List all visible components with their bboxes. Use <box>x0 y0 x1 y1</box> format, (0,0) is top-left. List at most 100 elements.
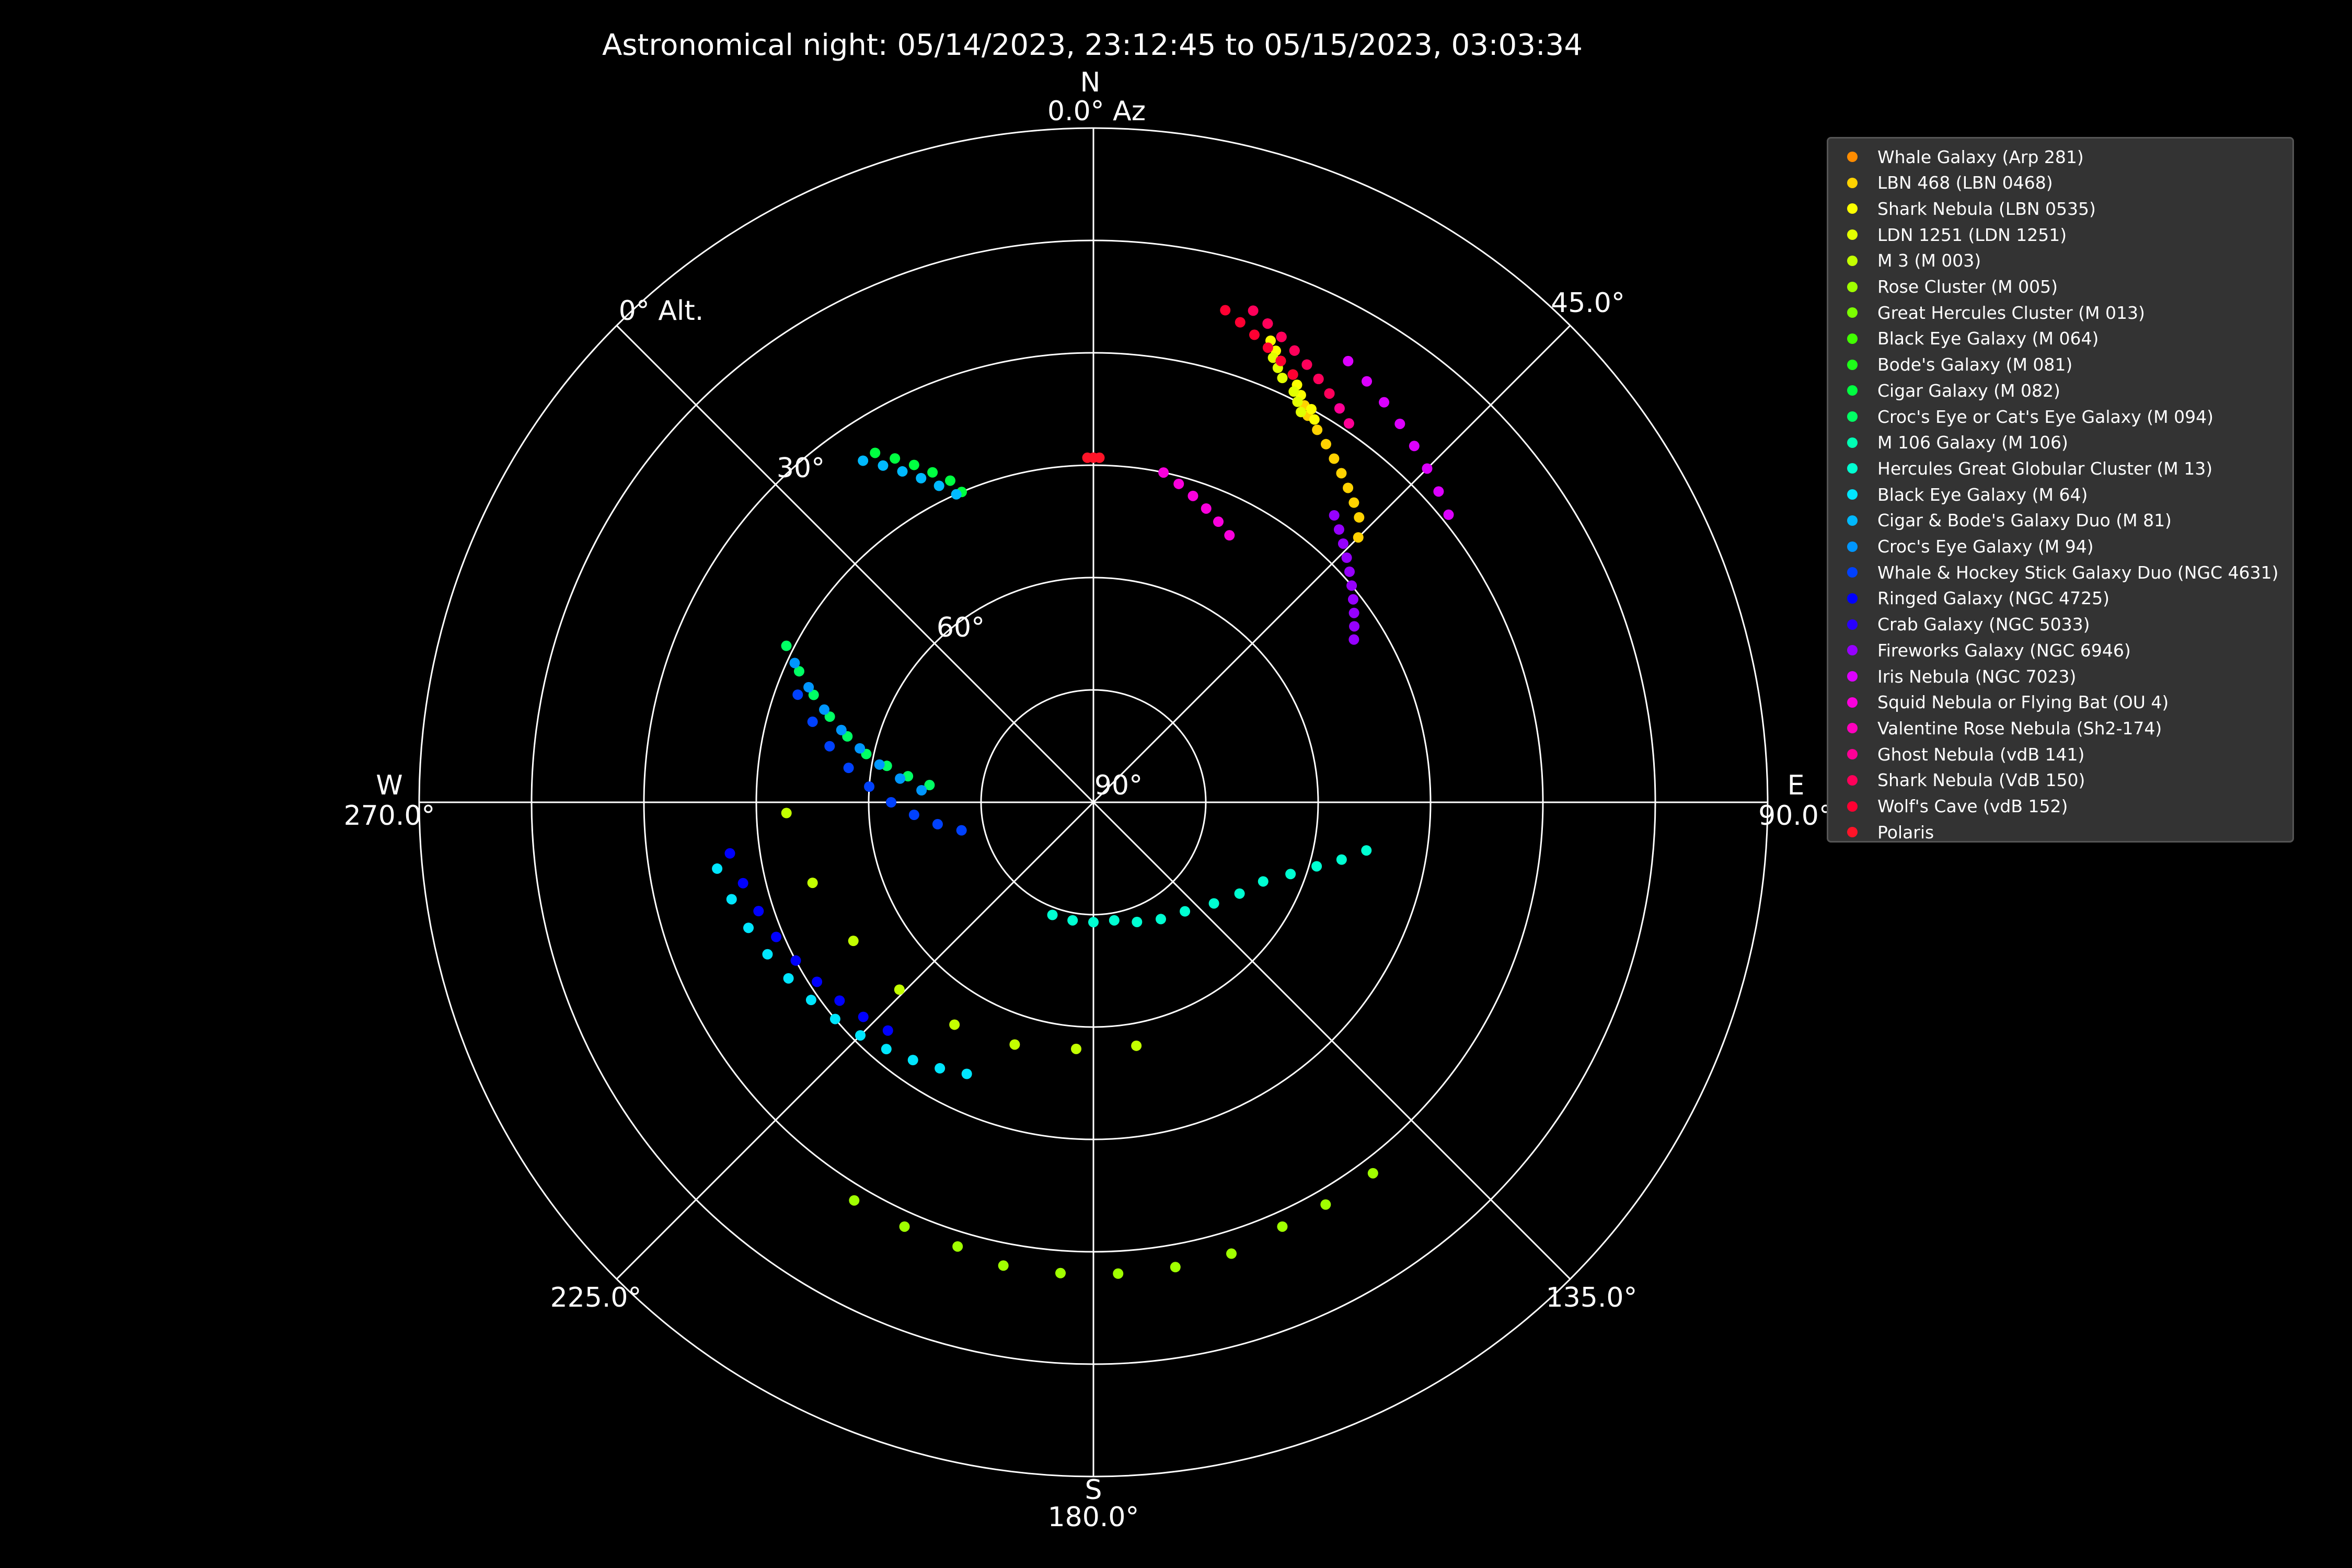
data-point <box>805 995 816 1006</box>
data-point <box>1301 359 1312 370</box>
legend-label: Ringed Galaxy (NGC 4725) <box>1877 588 2109 609</box>
legend-marker <box>1847 567 1858 578</box>
data-point <box>1113 1268 1124 1279</box>
data-point <box>1132 916 1143 927</box>
data-point <box>961 1068 972 1079</box>
legend-label: Whale & Hockey Stick Galaxy Duo (NGC 463… <box>1877 562 2279 583</box>
data-point <box>1324 388 1335 399</box>
altitude-tick-label: 90° <box>1094 770 1143 801</box>
data-point <box>895 773 906 784</box>
data-point <box>916 472 927 483</box>
data-point <box>1067 915 1078 926</box>
legend-marker <box>1847 463 1858 474</box>
azimuth-spoke <box>616 325 1094 803</box>
data-point <box>724 848 735 859</box>
data-point <box>1289 345 1300 356</box>
legend-item: Black Eye Galaxy (M 064) <box>1828 326 2099 352</box>
data-point <box>1248 305 1259 316</box>
legend-item: Fireworks Galaxy (NGC 6946) <box>1828 637 2131 663</box>
data-point <box>737 878 748 889</box>
data-point <box>1306 403 1317 414</box>
legend-marker <box>1847 152 1858 162</box>
legend-marker <box>1847 697 1858 708</box>
legend-label: Rose Cluster (M 005) <box>1877 276 2058 297</box>
data-point <box>1309 414 1320 425</box>
legend: Whale Galaxy (Arp 281) LBN 468 (LBN 0468)… <box>1827 137 2294 843</box>
data-point <box>903 771 914 782</box>
data-point <box>1277 373 1288 384</box>
legend-label: Black Eye Galaxy (M 64) <box>1877 484 2088 505</box>
legend-marker <box>1847 489 1858 500</box>
data-point <box>1354 512 1365 523</box>
legend-label: Whale Galaxy (Arp 281) <box>1877 146 2084 167</box>
azimuth-tick-label: 225.0° <box>550 1282 642 1313</box>
data-point <box>927 467 938 478</box>
data-point <box>1287 369 1298 380</box>
data-point <box>807 716 818 727</box>
legend-item: Squid Nebula or Flying Bat (OU 4) <box>1828 689 2169 716</box>
data-point <box>874 759 885 770</box>
data-point <box>882 1025 893 1036</box>
legend-label: Hercules Great Globular Cluster (M 13) <box>1877 458 2213 479</box>
data-point <box>1320 1199 1331 1210</box>
altitude-tick-label: 60° <box>937 612 985 643</box>
legend-marker <box>1847 827 1858 838</box>
chart-title: Astronomical night: 05/14/2023, 23:12:45… <box>602 28 1583 62</box>
altitude-tick-label: 30° <box>777 453 825 484</box>
data-point <box>1131 1040 1142 1051</box>
data-point <box>1249 329 1260 340</box>
data-point <box>1213 516 1224 527</box>
legend-label: Fireworks Galaxy (NGC 6946) <box>1877 640 2131 661</box>
data-point <box>881 1044 892 1055</box>
legend-label: Croc's Eye or Cat's Eye Galaxy (M 094) <box>1877 406 2213 427</box>
data-point <box>783 973 794 984</box>
data-point <box>1312 424 1323 435</box>
legend-item: Whale & Hockey Stick Galaxy Duo (NGC 463… <box>1828 559 2278 585</box>
data-point <box>771 931 782 942</box>
data-point <box>1341 552 1352 563</box>
azimuth-tick-label: 180.0° <box>1048 1502 1139 1533</box>
data-point <box>781 640 792 651</box>
legend-label: Great Hercules Cluster (M 013) <box>1877 302 2145 323</box>
legend-item: Valentine Rose Nebula (Sh2-174) <box>1828 715 2162 741</box>
data-point <box>1394 418 1405 429</box>
data-point <box>793 666 804 677</box>
legend-marker <box>1847 515 1858 526</box>
data-point <box>1173 478 1184 489</box>
legend-marker <box>1847 203 1858 214</box>
data-point <box>890 453 901 464</box>
data-point <box>1288 386 1299 397</box>
azimuth-spoke <box>1092 801 1571 1280</box>
data-point <box>952 1241 963 1252</box>
data-point <box>1348 497 1359 508</box>
data-point <box>878 460 889 471</box>
azimuth-spoke <box>1092 325 1571 803</box>
data-point <box>808 689 819 700</box>
data-point <box>1338 538 1348 549</box>
data-point <box>1201 503 1212 514</box>
legend-marker <box>1847 645 1858 656</box>
data-point <box>1226 1248 1237 1259</box>
legend-label: LBN 468 (LBN 0468) <box>1877 172 2053 193</box>
data-point <box>1296 407 1307 418</box>
data-point <box>1220 305 1231 316</box>
legend-label: M 106 Galaxy (M 106) <box>1877 432 2068 453</box>
legend-marker <box>1847 619 1858 630</box>
data-point <box>1333 524 1344 535</box>
azimuth-tick-label: 135.0° <box>1546 1282 1638 1313</box>
legend-label: Crab Galaxy (NGC 5033) <box>1877 614 2090 635</box>
data-point <box>932 818 943 829</box>
data-point <box>1362 376 1373 387</box>
data-point <box>1187 490 1198 501</box>
data-point <box>951 489 962 500</box>
legend-label: Black Eye Galaxy (M 064) <box>1877 328 2099 349</box>
axis-labels: N E S W 0.0° Az 45.0° 90.0° 135.0° 180.0° 225.0° 2… <box>344 67 1832 1533</box>
data-point <box>834 995 845 1006</box>
data-point <box>1433 486 1444 497</box>
data-point <box>858 1011 869 1022</box>
data-point <box>1262 342 1273 353</box>
legend-marker <box>1847 437 1858 448</box>
legend-item: Crab Galaxy (NGC 5033) <box>1828 612 2090 638</box>
legend-label: Cigar Galaxy (M 082) <box>1877 380 2060 401</box>
